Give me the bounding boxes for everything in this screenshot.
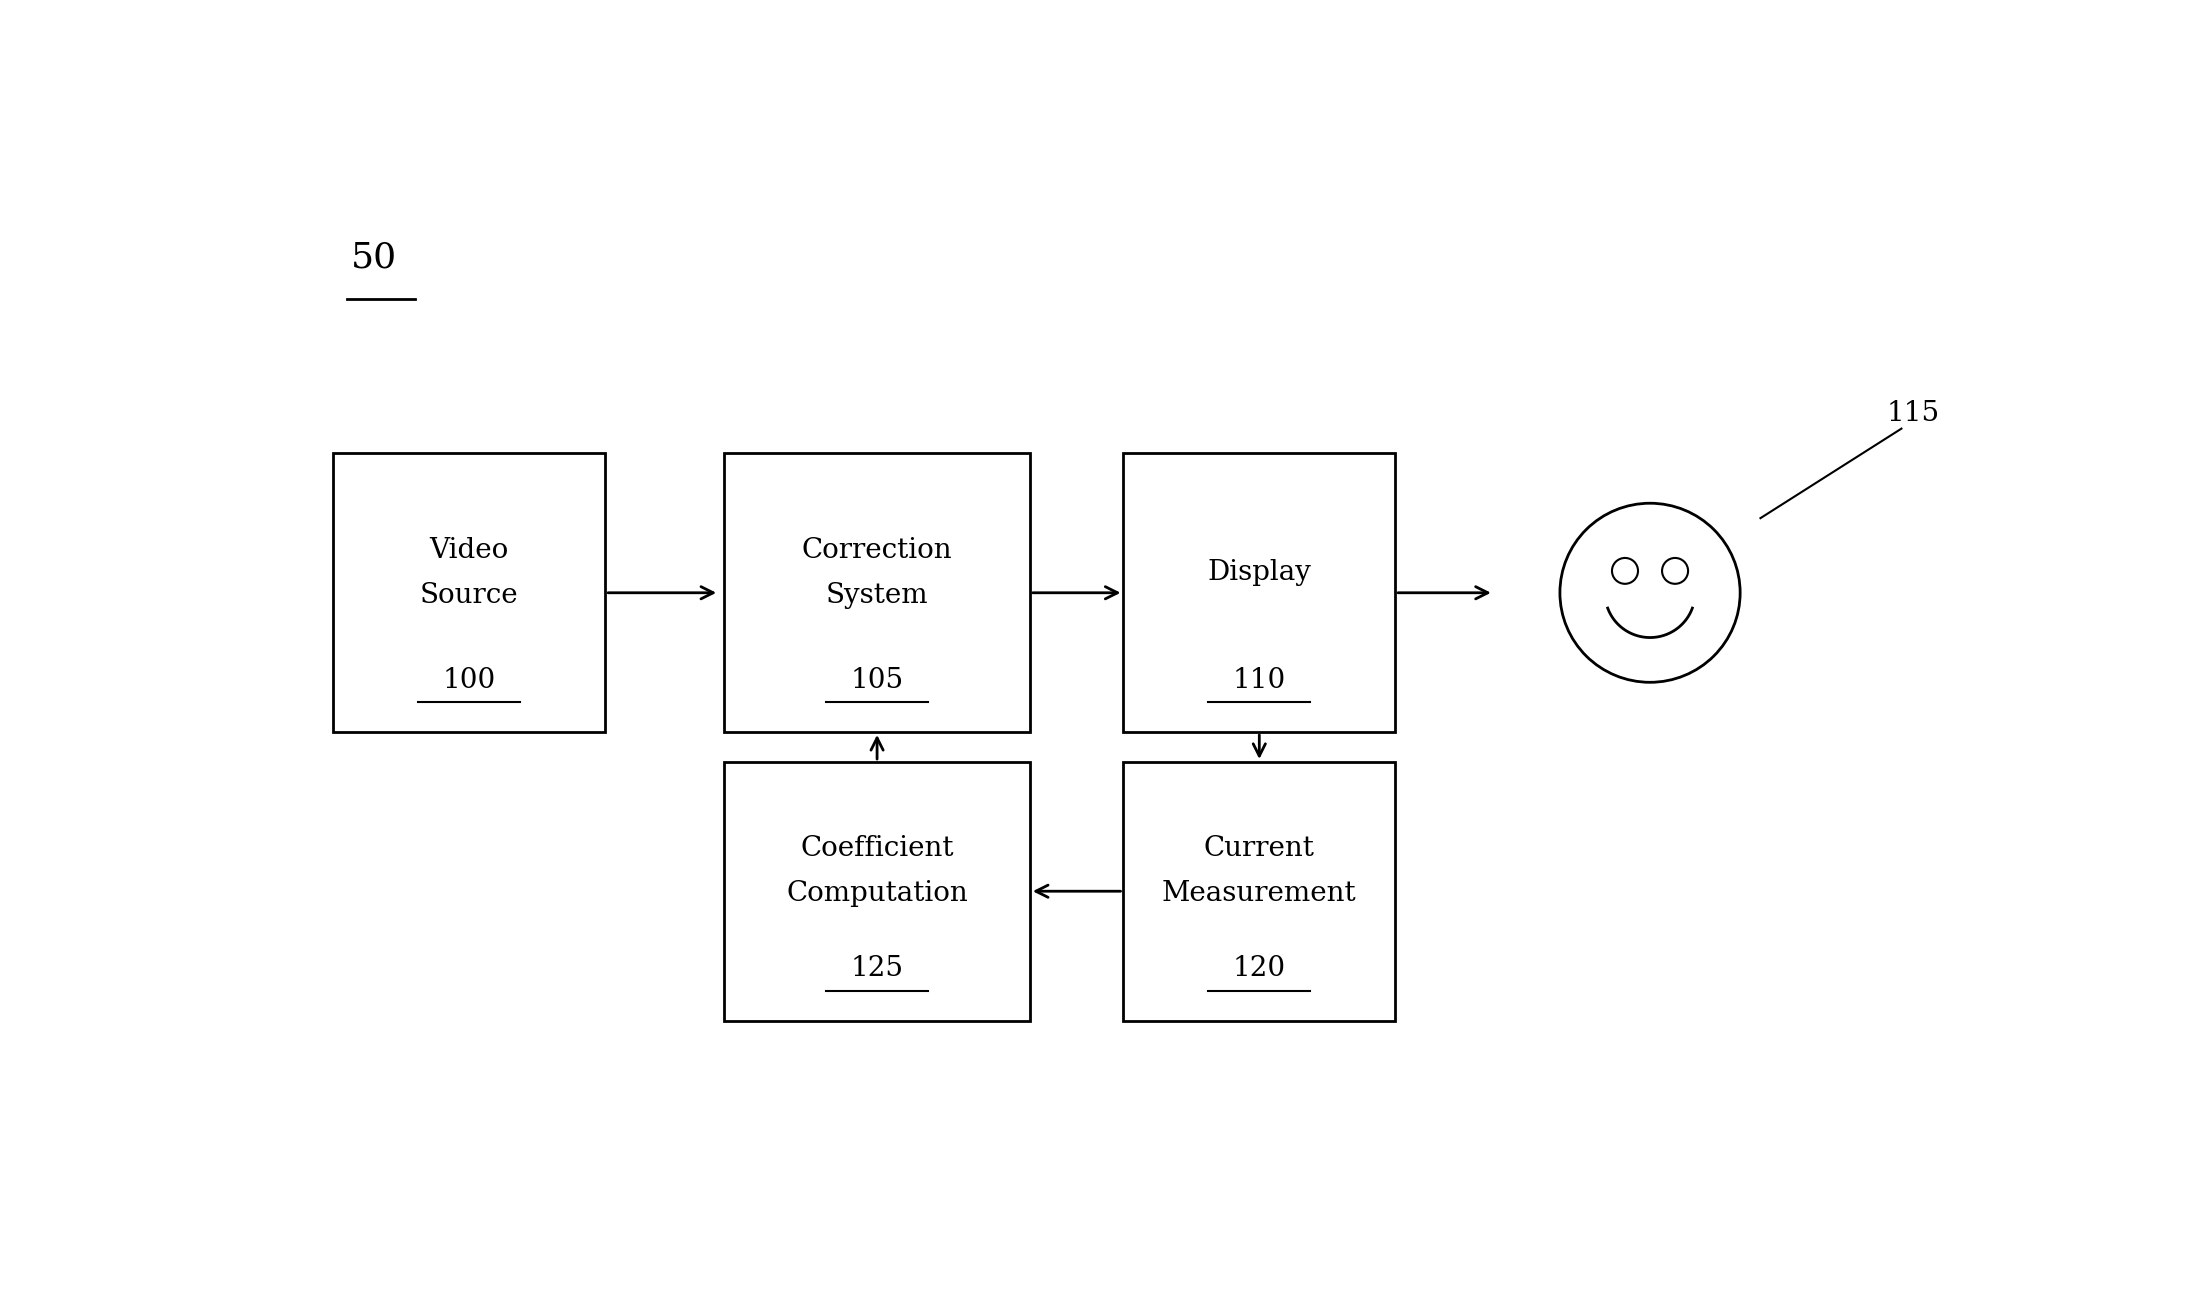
Text: Correction: Correction: [802, 537, 951, 565]
Text: Current: Current: [1203, 836, 1315, 863]
Text: Video: Video: [430, 537, 509, 565]
Ellipse shape: [1561, 503, 1740, 682]
Ellipse shape: [1611, 558, 1637, 584]
Text: 100: 100: [443, 667, 495, 694]
Text: 105: 105: [850, 667, 903, 694]
Text: Source: Source: [421, 581, 520, 609]
Bar: [333, 453, 605, 733]
Text: System: System: [826, 581, 929, 609]
Text: 50: 50: [351, 240, 397, 274]
Text: Measurement: Measurement: [1162, 880, 1357, 907]
Bar: [723, 762, 1030, 1021]
Text: Display: Display: [1208, 559, 1311, 587]
Bar: [1122, 453, 1394, 733]
Text: 110: 110: [1232, 667, 1287, 694]
Text: 115: 115: [1887, 401, 1940, 428]
Bar: [723, 453, 1030, 733]
Text: 120: 120: [1232, 955, 1287, 982]
Text: 125: 125: [850, 955, 903, 982]
Text: Computation: Computation: [787, 880, 969, 907]
Text: Coefficient: Coefficient: [800, 836, 954, 863]
Bar: [1122, 762, 1394, 1021]
Ellipse shape: [1662, 558, 1688, 584]
